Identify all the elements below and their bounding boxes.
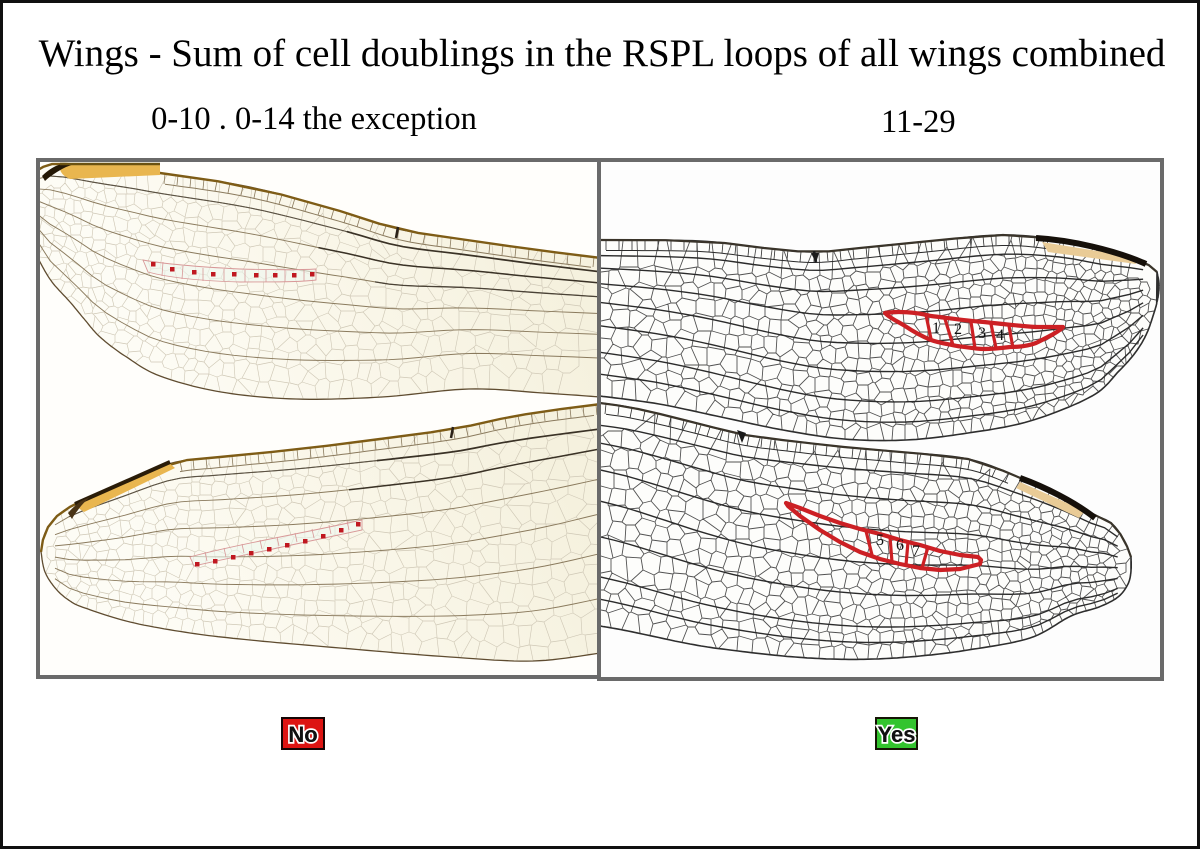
svg-text:Yes: Yes xyxy=(878,722,916,747)
svg-text:No: No xyxy=(288,722,317,747)
svg-text:7: 7 xyxy=(912,543,920,560)
svg-text:2: 2 xyxy=(954,321,962,338)
svg-text:3: 3 xyxy=(978,325,986,342)
svg-text:No: No xyxy=(288,722,317,747)
svg-text:6: 6 xyxy=(896,537,904,554)
svg-text:4: 4 xyxy=(996,327,1004,344)
svg-text:5: 5 xyxy=(876,532,884,549)
svg-text:Yes: Yes xyxy=(878,722,916,747)
svg-text:1: 1 xyxy=(932,320,940,337)
